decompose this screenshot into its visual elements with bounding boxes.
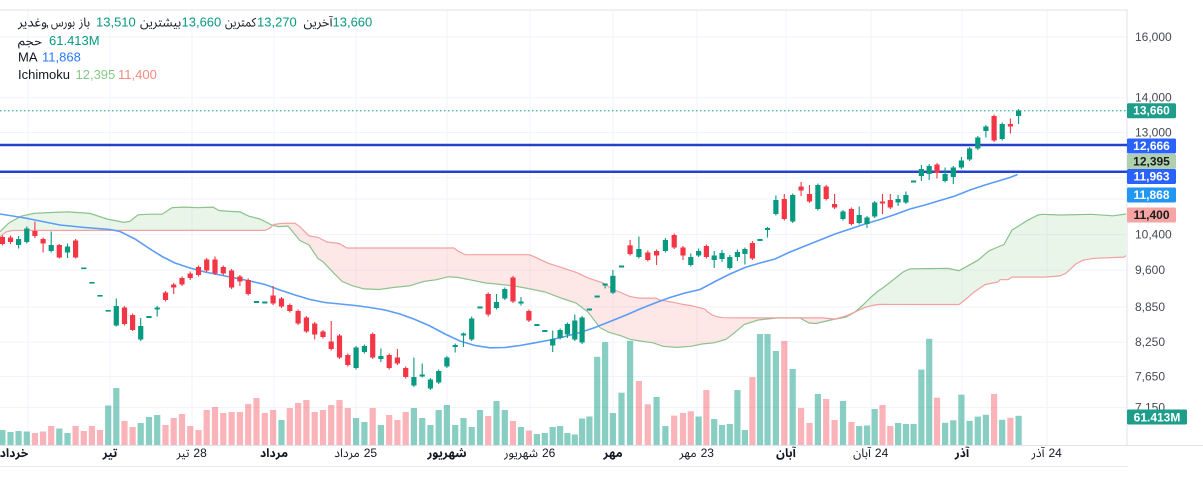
svg-text:14,000: 14,000 (1135, 91, 1172, 105)
svg-text:MA: MA (18, 50, 38, 65)
svg-text:11,868: 11,868 (42, 50, 81, 65)
svg-text:8,850: 8,850 (1135, 300, 1165, 314)
svg-text:13,000: 13,000 (1135, 126, 1172, 140)
svg-text:13,660: 13,660 (182, 15, 222, 30)
svg-text:,: , (46, 15, 50, 30)
svg-text:Ichimoku: Ichimoku (18, 67, 70, 82)
svg-text:12,395: 12,395 (1133, 155, 1170, 169)
svg-text:28: 28 (193, 446, 207, 460)
svg-text:11,400: 11,400 (1133, 208, 1169, 222)
svg-text:9,600: 9,600 (1135, 263, 1165, 277)
svg-text:61.413M: 61.413M (49, 33, 100, 48)
svg-text:24: 24 (1049, 446, 1063, 460)
svg-text:16,000: 16,000 (1135, 30, 1172, 44)
svg-text:13,660: 13,660 (333, 15, 373, 30)
svg-text:13,270: 13,270 (257, 15, 297, 30)
svg-text:10,400: 10,400 (1135, 228, 1172, 242)
svg-text:11,868: 11,868 (1133, 188, 1169, 202)
svg-text:12,666: 12,666 (1133, 139, 1170, 153)
svg-text:24: 24 (875, 446, 889, 460)
svg-text:26: 26 (542, 446, 556, 460)
svg-text:25: 25 (364, 446, 378, 460)
svg-text:61.413M: 61.413M (1134, 411, 1181, 425)
svg-text:13,510: 13,510 (96, 15, 136, 30)
svg-text:13,660: 13,660 (1133, 104, 1170, 118)
svg-text:11,400: 11,400 (118, 67, 157, 82)
svg-text:11,963: 11,963 (1133, 170, 1169, 184)
svg-text:12,395: 12,395 (76, 67, 116, 82)
svg-text:7,650: 7,650 (1135, 370, 1165, 384)
svg-text:8,250: 8,250 (1135, 335, 1165, 349)
svg-text:23: 23 (701, 446, 715, 460)
